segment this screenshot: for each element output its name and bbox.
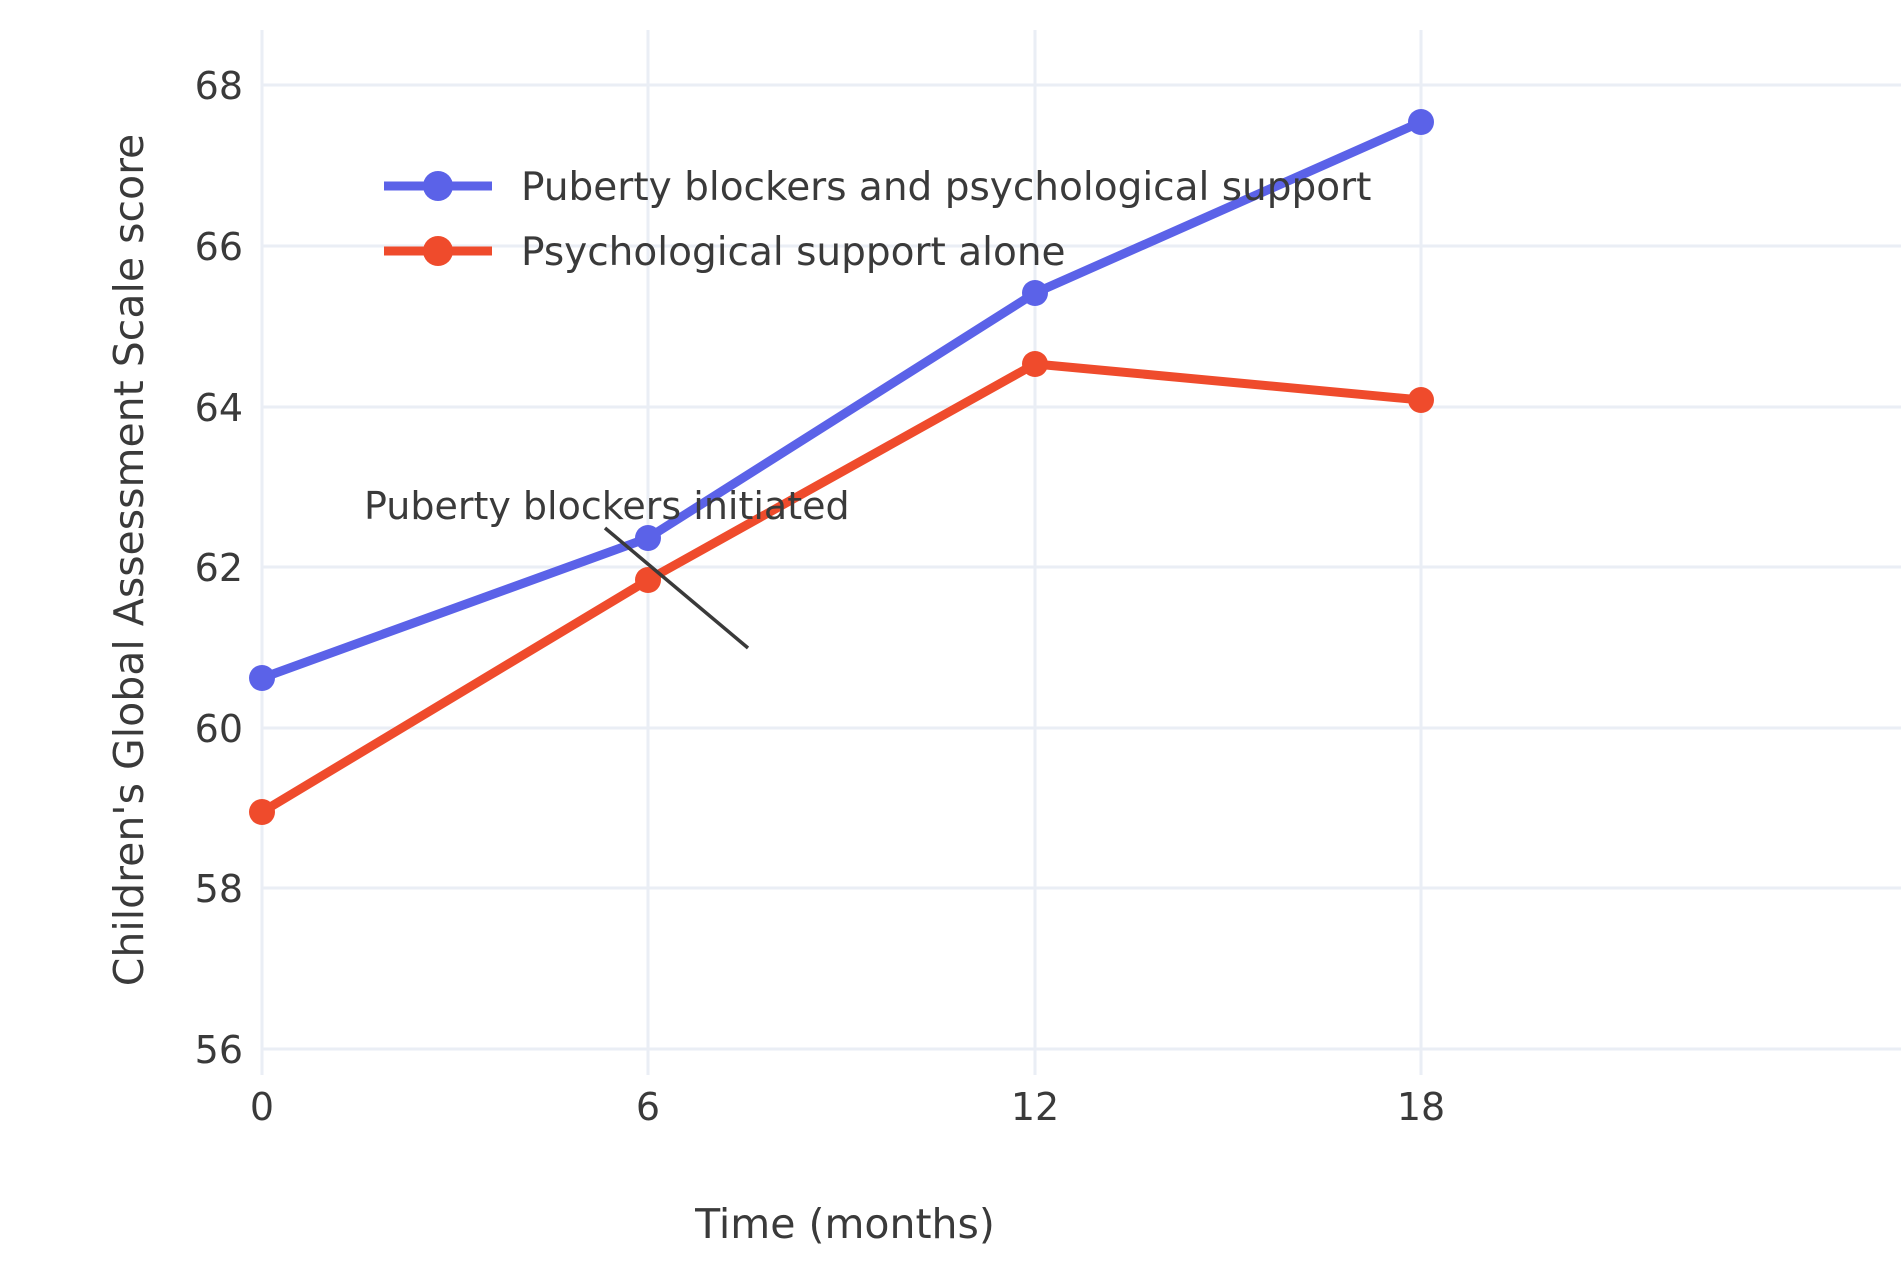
x-axis-tick-labels: 0 6 12 18	[250, 1085, 1445, 1129]
legend-item-1[interactable]: Psychological support alone	[384, 230, 1066, 275]
x-axis-title: Time (months)	[694, 1200, 995, 1248]
data-point[interactable]	[1408, 109, 1434, 135]
y-tick-label: 68	[195, 64, 243, 108]
x-gridlines	[260, 30, 1423, 1075]
series-markers-psychological-support-alone	[249, 351, 1434, 825]
chart-legend: Puberty blockers and psychological suppo…	[384, 165, 1371, 275]
annotation-arrow-icon	[603, 526, 750, 650]
x-tick-label: 6	[636, 1085, 660, 1129]
y-gridlines	[262, 83, 1901, 1051]
legend-marker-icon	[423, 236, 453, 266]
data-point[interactable]	[249, 799, 275, 825]
y-tick-label: 60	[195, 707, 243, 751]
data-point[interactable]	[635, 525, 661, 551]
legend-marker-icon	[423, 171, 453, 201]
y-tick-label: 58	[195, 867, 243, 911]
y-tick-label: 56	[195, 1028, 243, 1072]
y-tick-label: 66	[195, 225, 243, 269]
annotation-puberty-blockers-initiated: Puberty blockers initiated	[364, 484, 850, 650]
y-axis-tick-labels: 68 66 64 62 60 58 56	[195, 64, 243, 1072]
data-point[interactable]	[1022, 351, 1048, 377]
x-tick-label: 18	[1397, 1085, 1445, 1129]
legend-label: Psychological support alone	[521, 230, 1066, 275]
y-tick-label: 62	[195, 546, 243, 590]
data-point[interactable]	[635, 567, 661, 593]
x-tick-label: 12	[1011, 1085, 1059, 1129]
y-tick-label: 64	[195, 386, 243, 430]
data-point[interactable]	[1408, 387, 1434, 413]
series-line-puberty-blockers-and-psychological-support	[257, 117, 1426, 683]
y-axis-title: Children's Global Assessment Scale score	[105, 134, 153, 987]
x-tick-label: 0	[250, 1085, 274, 1129]
data-point[interactable]	[249, 665, 275, 691]
data-point[interactable]	[1022, 280, 1048, 306]
annotation-label: Puberty blockers initiated	[364, 484, 850, 528]
legend-label: Puberty blockers and psychological suppo…	[521, 165, 1371, 210]
series-markers-puberty-blockers-and-psychological-support	[249, 109, 1434, 691]
series-line-psychological-support-alone	[257, 359, 1426, 817]
legend-item-0[interactable]: Puberty blockers and psychological suppo…	[384, 165, 1371, 210]
